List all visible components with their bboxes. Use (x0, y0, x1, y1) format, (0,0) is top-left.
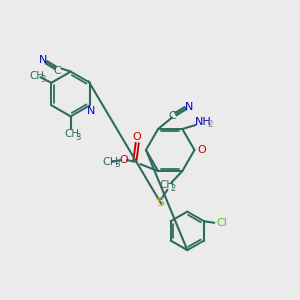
Text: CH: CH (102, 157, 119, 167)
Text: 3: 3 (40, 75, 46, 84)
Text: CH: CH (159, 180, 174, 190)
Text: O: O (119, 155, 128, 165)
Text: CH: CH (29, 71, 44, 81)
Text: N: N (38, 55, 47, 65)
Text: 3: 3 (75, 133, 80, 142)
Text: N: N (87, 106, 95, 116)
Text: C: C (169, 111, 177, 121)
Text: CH: CH (64, 129, 79, 139)
Text: O: O (197, 145, 206, 155)
Text: O: O (133, 132, 142, 142)
Text: 3: 3 (114, 160, 120, 169)
Text: C: C (54, 66, 61, 76)
Text: N: N (185, 102, 194, 112)
Text: Cl: Cl (216, 218, 227, 228)
Text: 2: 2 (170, 184, 175, 193)
Text: 2: 2 (208, 120, 214, 129)
Text: S: S (156, 196, 164, 208)
Text: NH: NH (194, 117, 211, 127)
